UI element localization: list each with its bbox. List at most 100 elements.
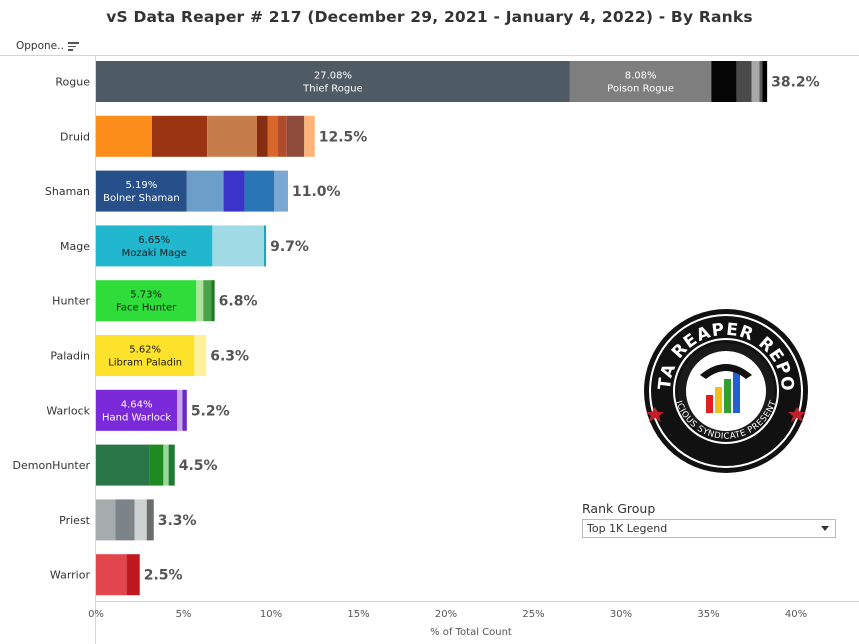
bar-segment bbox=[96, 170, 187, 212]
total-label: 2.5% bbox=[144, 568, 183, 584]
category-label: Shaman bbox=[45, 185, 90, 198]
data-reaper-report-logo: DATA REAPER REPORT VICIOUS SYNDICATE PRE… bbox=[632, 290, 812, 477]
segment-name-label: Bolner Shaman bbox=[103, 193, 180, 204]
segment-percent-label: 5.73% bbox=[130, 290, 162, 301]
bar-segment bbox=[207, 115, 257, 157]
segment-percent-label: 27.08% bbox=[314, 71, 352, 82]
segment-percent-label: 8.08% bbox=[625, 71, 657, 82]
bar-segment bbox=[134, 499, 147, 541]
total-label: 38.2% bbox=[771, 75, 820, 91]
x-tick-label: 20% bbox=[435, 609, 457, 620]
total-label: 6.3% bbox=[210, 349, 249, 365]
x-tick-label: 0% bbox=[88, 609, 104, 620]
category-label: Paladin bbox=[50, 350, 90, 363]
bar-segment bbox=[244, 170, 275, 212]
total-label: 4.5% bbox=[179, 458, 218, 474]
bar-segment bbox=[759, 61, 763, 102]
bar-segment bbox=[177, 389, 183, 431]
x-tick-label: 30% bbox=[610, 609, 632, 620]
bar-segment bbox=[168, 444, 175, 486]
bar-segment bbox=[274, 170, 288, 212]
sort-icon[interactable] bbox=[67, 41, 80, 51]
total-label: 3.3% bbox=[158, 513, 197, 529]
category-label: Mage bbox=[60, 240, 90, 253]
header-divider bbox=[0, 55, 859, 56]
bar-segment bbox=[194, 335, 207, 376]
segment-name-label: Poison Rogue bbox=[607, 84, 674, 95]
segment-percent-label: 5.62% bbox=[129, 345, 161, 356]
bar-segment bbox=[267, 115, 278, 157]
logo-badge: DATA REAPER REPORT VICIOUS SYNDICATE PRE… bbox=[632, 290, 811, 476]
bar-segment bbox=[203, 280, 212, 322]
chart-title: vS Data Reaper # 217 (December 29, 2021 … bbox=[106, 8, 753, 26]
bar-segment bbox=[569, 61, 712, 102]
rank-group-dropdown[interactable]: Top 1K Legend bbox=[582, 519, 836, 538]
bar-segment bbox=[286, 115, 305, 157]
bar-segment bbox=[182, 389, 187, 431]
bar-segment bbox=[257, 115, 268, 157]
bar-segment bbox=[163, 444, 169, 486]
bar-segment bbox=[149, 444, 164, 486]
bar-segment bbox=[278, 115, 287, 157]
total-label: 12.5% bbox=[319, 129, 368, 145]
bar-segment bbox=[751, 61, 760, 102]
segment-name-label: Mozaki Mage bbox=[122, 248, 187, 259]
value-axis-line bbox=[95, 601, 859, 602]
bar-segment bbox=[96, 280, 197, 322]
opponent-header-label: Oppone.. bbox=[16, 40, 64, 52]
segment-name-label: Face Hunter bbox=[116, 303, 177, 314]
bar-segment bbox=[762, 61, 768, 102]
bar-segment bbox=[212, 225, 264, 267]
bar-segment bbox=[96, 225, 213, 267]
chevron-down-icon[interactable] bbox=[821, 526, 829, 531]
x-tick-label: 40% bbox=[785, 609, 807, 620]
segment-name-label: Thief Rogue bbox=[302, 84, 363, 95]
x-tick-label: 5% bbox=[176, 609, 192, 620]
bar-segment bbox=[711, 61, 737, 102]
bar-segment bbox=[152, 115, 208, 157]
bar-segment bbox=[126, 554, 140, 596]
bar-segment bbox=[96, 389, 178, 431]
bar-segment bbox=[96, 335, 195, 376]
category-label: DemonHunter bbox=[13, 459, 91, 472]
category-axis-line bbox=[95, 55, 96, 644]
category-label: Rogue bbox=[55, 76, 90, 89]
x-tick-label: 10% bbox=[260, 609, 282, 620]
x-tick-label: 15% bbox=[347, 609, 369, 620]
bar-segment bbox=[96, 554, 127, 596]
segment-name-label: Hand Warlock bbox=[102, 412, 171, 423]
bar-segment bbox=[736, 61, 752, 102]
bar-segment bbox=[115, 499, 135, 541]
segment-percent-label: 5.19% bbox=[126, 180, 158, 191]
bar-segment bbox=[264, 225, 267, 267]
bar-segment bbox=[196, 280, 204, 322]
segment-name-label: Libram Paladin bbox=[108, 358, 182, 369]
x-axis-title: % of Total Count bbox=[430, 627, 512, 638]
category-label: Priest bbox=[59, 514, 91, 527]
logo-bar-graph-icon bbox=[700, 364, 752, 413]
x-tick-label: 35% bbox=[697, 609, 719, 620]
segment-percent-label: 4.64% bbox=[121, 399, 153, 410]
category-label: Warrior bbox=[50, 569, 91, 582]
category-label: Warlock bbox=[46, 404, 90, 417]
total-label: 9.7% bbox=[270, 239, 309, 255]
bar-segment bbox=[146, 499, 154, 541]
bar-segment bbox=[96, 115, 152, 157]
bar-segment bbox=[211, 280, 215, 322]
bar-segment bbox=[223, 170, 245, 212]
bar-segment bbox=[304, 115, 315, 157]
segment-percent-label: 6.65% bbox=[138, 235, 170, 246]
x-tick-label: 25% bbox=[522, 609, 544, 620]
rank-group-selected: Top 1K Legend bbox=[587, 522, 668, 535]
category-label: Druid bbox=[60, 130, 90, 143]
category-label: Hunter bbox=[52, 295, 90, 308]
opponent-column-header[interactable]: Oppone.. bbox=[16, 40, 80, 52]
bar-segment bbox=[96, 444, 150, 486]
total-label: 6.8% bbox=[219, 294, 258, 310]
bar-segment bbox=[186, 170, 224, 212]
total-label: 11.0% bbox=[292, 184, 341, 200]
rank-group-title: Rank Group bbox=[582, 501, 656, 516]
total-label: 5.2% bbox=[191, 403, 230, 419]
bar-segment bbox=[96, 499, 116, 541]
